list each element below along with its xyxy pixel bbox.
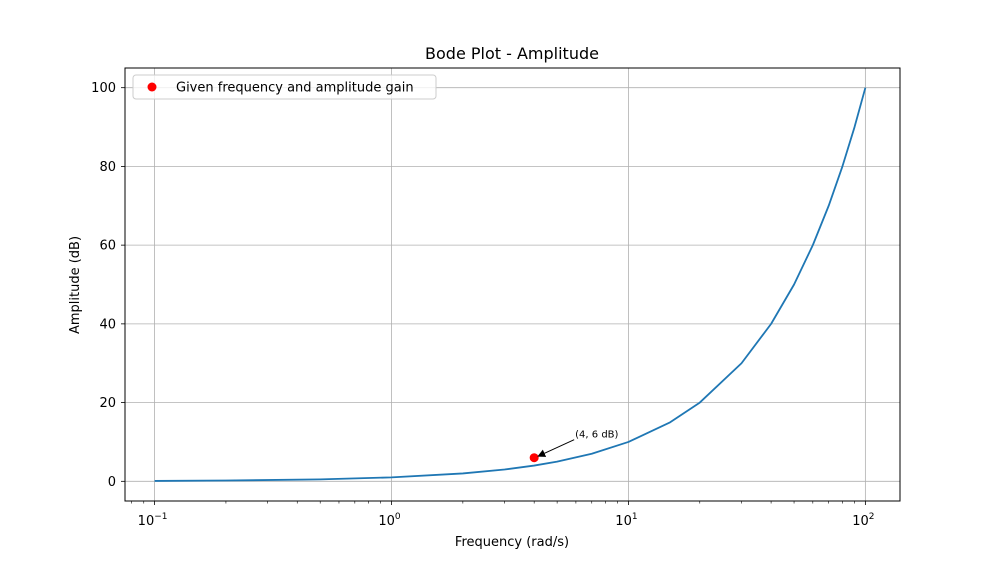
annotation-label: (4, 6 dB) [575,430,618,441]
annotation-arrow [537,439,575,457]
legend: Given frequency and amplitude gain [132,74,437,100]
y-tick-label: 100 [91,81,116,96]
given-frequency-point [529,453,539,463]
x-axis-label: Frequency (rad/s) [455,535,569,550]
y-tick-label: 60 [99,239,116,254]
legend-marker [147,82,157,92]
amplitude-line-series [154,87,867,482]
legend-box [132,74,437,100]
y-tick-label: 20 [99,396,116,411]
chart-title: Bode Plot - Amplitude [425,44,599,63]
y-axis-label: Amplitude (dB) [68,236,83,334]
plot-area-frame [124,67,901,502]
y-tick-label: 40 [99,317,116,332]
y-tick-label: 0 [108,475,116,490]
series-layer [154,87,867,482]
legend-label: Given frequency and amplitude gain [176,81,414,96]
points-layer [529,453,539,463]
y-tick-label: 80 [99,160,116,175]
annotations-layer: (4, 6 dB) [537,430,619,457]
